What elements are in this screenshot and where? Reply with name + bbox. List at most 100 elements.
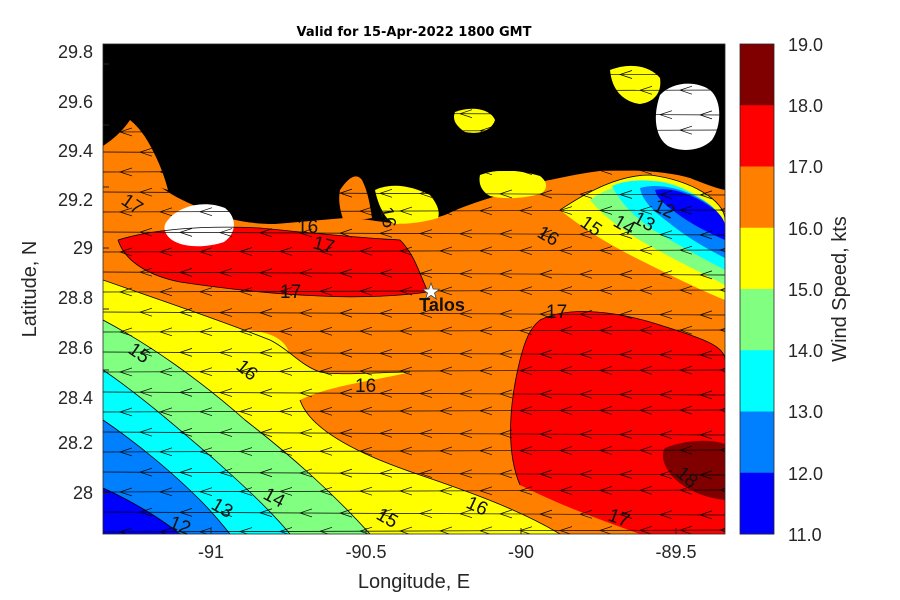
- wind-arrow-icon: [158, 487, 173, 497]
- wind-arrow-icon: [298, 428, 313, 438]
- wind-arrow-icon: [258, 468, 273, 478]
- wind-arrow-icon: [118, 47, 133, 57]
- wind-arrow-icon: [638, 205, 653, 215]
- wind-arrow-icon: [598, 486, 613, 495]
- x-axis-label: Longitude, E: [358, 571, 470, 593]
- colorbar-tick-label: 13.0: [788, 402, 823, 422]
- wind-arrow-icon: [638, 485, 653, 495]
- wind-arrow-icon: [178, 468, 193, 477]
- wind-arrow-icon: [438, 366, 453, 376]
- wind-arrow-icon: [378, 349, 393, 358]
- wind-arrow-icon: [438, 206, 453, 216]
- wind-arrow-icon: [518, 366, 533, 375]
- wind-arrow-icon: [498, 309, 513, 319]
- wind-arrow-icon: [578, 509, 593, 519]
- station-star-icon: [421, 281, 441, 300]
- wind-arrow-icon: [498, 469, 513, 479]
- wind-arrow-icon: [638, 165, 653, 175]
- wind-arrow-icon: [418, 389, 433, 398]
- land-mass: [103, 44, 725, 224]
- wind-arrow-icon: [218, 188, 233, 197]
- wind-arrow-icon: [178, 228, 193, 237]
- wind-arrow-icon: [478, 406, 493, 416]
- wind-arrow-icon: [718, 327, 725, 333]
- wind-arrow-icon: [678, 525, 693, 534]
- colorbar-swatch: [740, 227, 774, 290]
- wind-arrow-icon: [218, 268, 233, 277]
- wind-arrow-icon: [558, 126, 573, 135]
- wind-arrow-icon: [698, 310, 713, 320]
- wind-arrow-icon: [438, 126, 453, 136]
- wind-arrow-icon: [258, 228, 273, 238]
- wind-arrow-icon: [418, 269, 433, 278]
- wind-arrow-icon: [318, 166, 333, 176]
- wind-arrow-icon: [358, 406, 373, 416]
- wind-arrow-icon: [238, 407, 253, 416]
- wind-arrow-icon: [198, 167, 213, 177]
- wind-arrow-icon: [618, 510, 633, 519]
- wind-arrow-icon: [538, 429, 553, 439]
- wind-arrow-icon: [718, 47, 725, 53]
- wind-arrow-icon: [278, 127, 293, 136]
- wind-arrow-icon: [298, 468, 313, 478]
- wind-arrow-icon: [458, 429, 473, 439]
- wind-arrow-icon: [638, 525, 653, 534]
- wind-arrow-icon: [398, 46, 413, 56]
- wind-arrow-icon: [198, 407, 213, 417]
- wind-streamline: [103, 369, 725, 373]
- wind-arrow-icon: [298, 228, 313, 238]
- wind-streamline: [103, 209, 725, 213]
- wind-arrow-icon: [518, 326, 533, 335]
- wind-arrow-icon: [338, 508, 353, 518]
- wind-arrow-icon: [518, 526, 533, 534]
- wind-arrow-icon: [158, 207, 173, 217]
- wind-arrow-icon: [718, 207, 725, 213]
- wind-arrow-icon: [598, 326, 613, 335]
- colorbar-tick-label: 18.0: [788, 96, 823, 116]
- wind-arrow-icon: [418, 429, 433, 438]
- wind-arrow-icon: [538, 149, 553, 159]
- wind-arrow-icon: [678, 485, 693, 495]
- wind-arrow-icon: [618, 430, 633, 439]
- wind-arrow-icon: [158, 287, 173, 297]
- wind-arrow-icon: [478, 46, 493, 56]
- wind-arrow-icon: [118, 447, 133, 457]
- wind-arrow-icon: [438, 46, 453, 56]
- wind-arrow-icon: [138, 267, 153, 277]
- wind-arrow-icon: [238, 487, 253, 496]
- wind-arrow-icon: [238, 127, 253, 136]
- wind-arrow-icon: [558, 326, 573, 335]
- wind-arrow-icon: [478, 86, 493, 96]
- wind-streamline: [103, 391, 725, 396]
- y-tick-label: 28.4: [58, 388, 93, 408]
- wind-arrow-icon: [378, 109, 393, 118]
- wind-arrow-icon: [618, 390, 633, 399]
- wind-arrow-icon: [198, 207, 213, 217]
- wind-streamline: [103, 231, 725, 236]
- wind-arrow-icon: [578, 349, 593, 359]
- wind-arrow-icon: [438, 246, 453, 256]
- colorbar-swatch: [740, 411, 774, 474]
- wind-arrow-icon: [178, 268, 193, 277]
- wind-arrow-icon: [718, 367, 725, 373]
- wind-arrow-icon: [638, 365, 653, 375]
- wind-arrow-icon: [518, 246, 533, 255]
- wind-arrow-icon: [218, 68, 233, 77]
- wind-arrow-icon: [558, 526, 573, 534]
- wind-arrow-icon: [278, 287, 293, 296]
- wind-arrow-icon: [198, 47, 213, 57]
- wind-arrow-icon: [138, 107, 153, 117]
- wind-arrow-icon: [698, 270, 713, 280]
- wind-arrow-icon: [698, 150, 713, 160]
- wind-arrow-icon: [578, 229, 593, 239]
- contour-label: 17: [280, 282, 301, 303]
- wind-arrow-icon: [418, 509, 433, 518]
- wind-arrow-icon: [458, 269, 473, 279]
- wind-arrow-icon: [698, 230, 713, 240]
- wind-arrow-icon: [258, 388, 273, 398]
- wind-arrow-icon: [558, 86, 573, 95]
- wind-arrow-icon: [278, 47, 293, 56]
- wind-arrow-icon: [498, 229, 513, 239]
- wind-arrow-icon: [398, 326, 413, 336]
- wind-arrow-icon: [338, 388, 353, 398]
